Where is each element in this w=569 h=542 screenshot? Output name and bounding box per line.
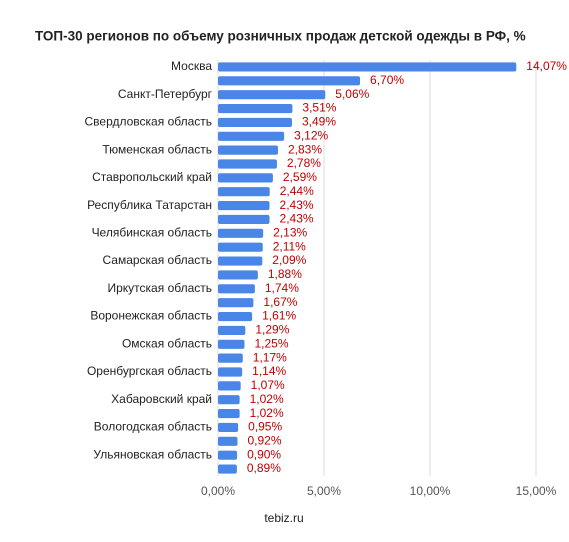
y-tick-label: Тюменская область	[102, 142, 212, 156]
bar	[218, 325, 246, 335]
bar	[218, 201, 270, 211]
bar	[218, 353, 243, 363]
x-tick-label: 5,00%	[307, 484, 341, 498]
bar	[218, 228, 264, 238]
y-tick-label: Самарская область	[102, 253, 212, 267]
value-label: 2,83%	[288, 142, 322, 156]
x-tick-label: 0,00%	[201, 484, 235, 498]
value-label: 1,67%	[263, 295, 297, 309]
bar	[218, 145, 278, 155]
value-label: 2,43%	[280, 212, 314, 226]
value-label: 0,92%	[248, 434, 282, 448]
bar	[218, 159, 277, 169]
value-label: 1,88%	[268, 267, 302, 281]
bar	[218, 187, 270, 197]
x-tick-label: 10,00%	[410, 484, 451, 498]
bar	[218, 117, 292, 127]
bar	[218, 270, 258, 280]
y-tick-label: Ставропольский край	[92, 170, 212, 184]
y-tick-label: Оренбургская область	[87, 364, 212, 378]
y-tick-label: Москва	[171, 59, 212, 73]
value-label: 14,07%	[526, 59, 567, 73]
value-label: 2,78%	[287, 156, 321, 170]
bar	[218, 367, 243, 377]
bar	[218, 436, 238, 446]
value-label: 1,74%	[265, 281, 299, 295]
value-label: 0,95%	[248, 420, 282, 434]
value-label: 0,90%	[247, 447, 281, 461]
bar	[218, 131, 285, 141]
source: tebiz.ru	[264, 511, 303, 525]
value-label: 6,70%	[370, 73, 404, 87]
bar	[218, 395, 240, 405]
value-label: 3,12%	[294, 128, 328, 142]
y-tick-label: Челябинская область	[92, 226, 212, 240]
y-tick-label: Свердловская область	[85, 115, 212, 129]
value-label: 2,59%	[283, 170, 317, 184]
bar	[218, 62, 517, 72]
bar	[218, 256, 263, 266]
y-tick-label: Воронежская область	[90, 309, 212, 323]
bar	[218, 242, 263, 252]
value-label: 3,51%	[302, 101, 336, 115]
y-tick-label: Хабаровский край	[111, 392, 212, 406]
value-label: 1,29%	[255, 323, 289, 337]
value-label: 1,02%	[250, 406, 284, 420]
bar	[218, 381, 241, 391]
value-label: 2,43%	[280, 198, 314, 212]
value-label: 2,13%	[273, 226, 307, 240]
value-label: 1,07%	[251, 378, 285, 392]
bar	[218, 464, 237, 474]
value-label: 1,61%	[262, 309, 296, 323]
chart-title: ТОП-30 регионов по объему розничных прод…	[35, 29, 526, 44]
y-tick-label: Иркутская область	[108, 281, 213, 295]
y-tick-label: Ульяновская область	[93, 447, 212, 461]
value-label: 2,11%	[273, 239, 306, 253]
y-tick-label: Республика Татарстан	[87, 198, 212, 212]
value-label: 2,44%	[280, 184, 314, 198]
value-label: 1,02%	[250, 392, 284, 406]
y-tick-label: Санкт-Петербург	[118, 87, 213, 101]
bar	[218, 422, 239, 433]
y-tick-label: Вологодская область	[94, 420, 212, 434]
value-label: 1,25%	[255, 336, 289, 350]
bar	[218, 214, 270, 225]
bar	[218, 339, 245, 349]
bar	[218, 298, 254, 308]
bar	[218, 284, 255, 294]
x-tick-label: 15,00%	[516, 484, 557, 498]
bar	[218, 173, 273, 183]
value-label: 1,14%	[252, 364, 286, 378]
y-tick-label: Омская область	[122, 336, 212, 350]
bar	[218, 450, 238, 460]
value-label: 2,09%	[272, 253, 306, 267]
value-label: 3,49%	[302, 115, 336, 129]
bar	[218, 311, 253, 322]
bar	[218, 409, 240, 419]
bar	[218, 76, 361, 86]
bar	[218, 90, 326, 100]
bar	[218, 103, 293, 114]
value-label: 5,06%	[335, 87, 369, 101]
value-label: 1,17%	[253, 350, 287, 364]
value-label: 0,89%	[247, 461, 281, 475]
